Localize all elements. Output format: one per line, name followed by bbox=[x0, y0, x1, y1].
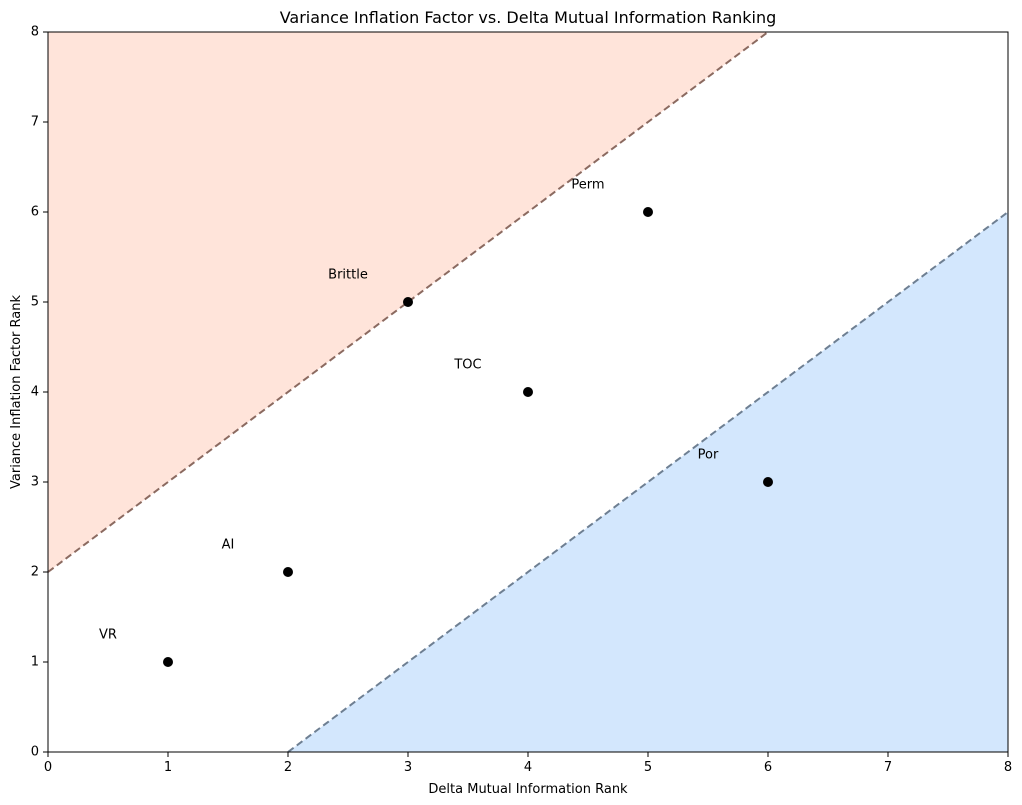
data-point-brittle bbox=[403, 297, 413, 307]
point-label-vr: VR bbox=[99, 628, 117, 643]
data-point-por bbox=[763, 477, 773, 487]
x-axis-label: Delta Mutual Information Rank bbox=[428, 782, 628, 797]
data-point-perm bbox=[643, 207, 653, 217]
reference-line-2 bbox=[287, 211, 1009, 753]
y-tick-label: 5 bbox=[31, 295, 39, 310]
y-axis-label: Variance Inflation Factor Rank bbox=[9, 295, 24, 489]
y-tick-label: 4 bbox=[31, 385, 39, 400]
y-axis-ticks: 0 1 2 3 4 5 6 7 8 bbox=[31, 25, 48, 760]
point-label-ai: AI bbox=[222, 538, 235, 553]
x-tick-label: 5 bbox=[644, 760, 652, 775]
y-tick-label: 3 bbox=[31, 475, 39, 490]
x-axis-ticks: 0 1 2 3 4 5 6 7 8 bbox=[44, 752, 1012, 775]
x-tick-label: 2 bbox=[284, 760, 292, 775]
y-tick-label: 6 bbox=[31, 205, 39, 220]
x-tick-label: 3 bbox=[404, 760, 412, 775]
data-point-vr bbox=[163, 657, 173, 667]
point-label-por: Por bbox=[698, 448, 719, 463]
y-tick-label: 0 bbox=[31, 745, 39, 760]
y-tick-label: 8 bbox=[31, 25, 39, 40]
y-tick-label: 1 bbox=[31, 655, 39, 670]
reference-lines bbox=[47, 31, 1009, 753]
point-label-toc: TOC bbox=[453, 358, 481, 373]
y-tick-label: 7 bbox=[31, 115, 39, 130]
x-tick-label: 1 bbox=[164, 760, 172, 775]
x-tick-label: 4 bbox=[524, 760, 532, 775]
x-tick-label: 0 bbox=[44, 760, 52, 775]
point-labels: VR AI Brittle TOC Perm Por bbox=[99, 178, 719, 643]
x-tick-label: 6 bbox=[764, 760, 772, 775]
point-label-brittle: Brittle bbox=[328, 268, 368, 283]
data-points bbox=[163, 207, 773, 667]
data-point-toc bbox=[523, 387, 533, 397]
reference-line-1 bbox=[47, 31, 769, 573]
point-label-perm: Perm bbox=[571, 178, 604, 193]
x-tick-label: 7 bbox=[884, 760, 892, 775]
x-tick-label: 8 bbox=[1004, 760, 1012, 775]
chart-title: Variance Inflation Factor vs. Delta Mutu… bbox=[280, 8, 777, 27]
data-point-ai bbox=[283, 567, 293, 577]
y-tick-label: 2 bbox=[31, 565, 39, 580]
